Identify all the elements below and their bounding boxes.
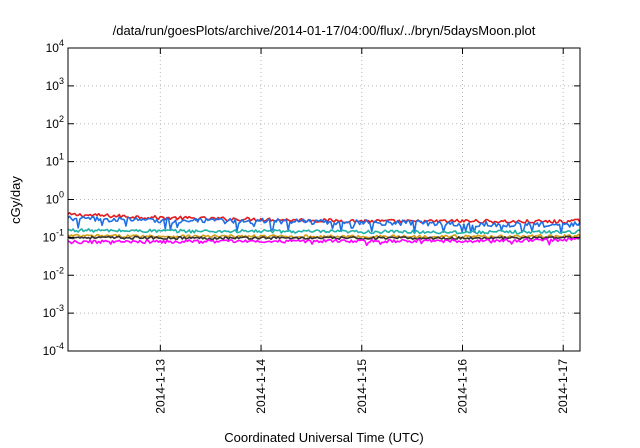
- x-tick-label: 2014-1-15: [355, 359, 369, 414]
- y-tick-label: 10-4: [43, 341, 64, 358]
- series-layer: [67, 212, 581, 247]
- y-tick-label: 10-2: [43, 265, 64, 282]
- chart-title: /data/run/goesPlots/archive/2014-01-17/0…: [113, 23, 536, 38]
- y-tick-label: 101: [46, 152, 64, 169]
- series-line: [67, 212, 581, 225]
- y-axis-label: cGy/day: [8, 176, 23, 224]
- x-axis-label: Coordinated Universal Time (UTC): [224, 430, 423, 445]
- y-axis: 104 103 102 101 100 10-1 10-2 10-3 10-4: [43, 38, 580, 358]
- series-line: [67, 236, 581, 247]
- x-tick-label: 2014-1-17: [556, 359, 570, 414]
- x-tick-label: 2014-1-16: [455, 359, 469, 414]
- y-tick-label: 104: [46, 38, 64, 55]
- y-tick-label: 10-1: [43, 227, 64, 244]
- grid: [68, 48, 580, 351]
- x-tick-label: 2014-1-14: [254, 359, 268, 414]
- y-tick-label: 100: [46, 190, 64, 207]
- x-axis: 2014-1-13 2014-1-14 2014-1-15 2014-1-16 2014…: [153, 48, 570, 414]
- y-tick-label: 102: [46, 114, 64, 131]
- series-line: [67, 228, 581, 235]
- series-line: [67, 215, 581, 235]
- y-tick-label: 10-3: [43, 303, 64, 320]
- y-tick-label: 103: [46, 76, 64, 93]
- series-line: [67, 235, 581, 241]
- x-tick-label: 2014-1-13: [153, 359, 167, 414]
